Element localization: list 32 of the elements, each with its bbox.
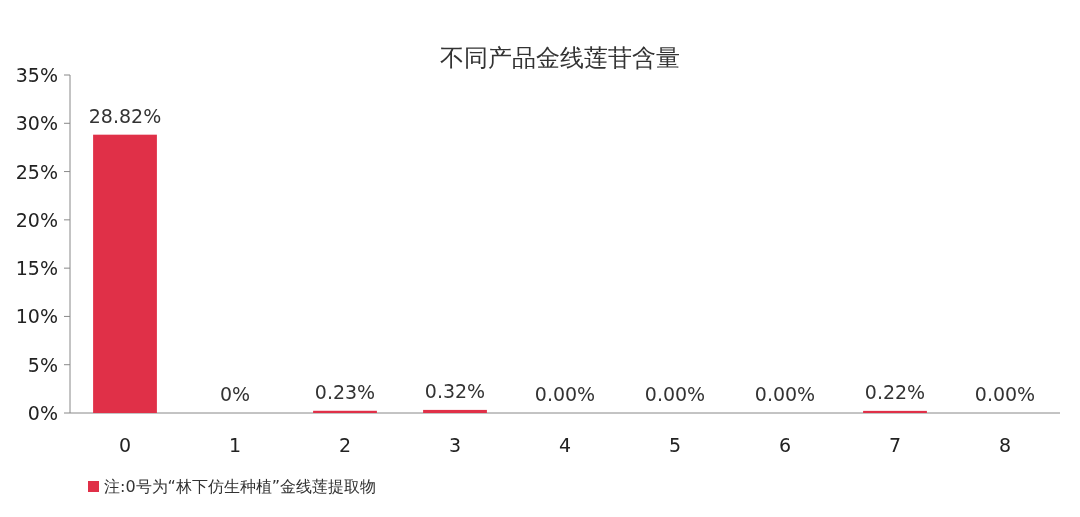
x-tick-label: 3 (448, 434, 462, 456)
y-tick-label: 30% (15, 112, 58, 135)
bar (423, 409, 487, 413)
bar (313, 410, 377, 413)
y-tick-label: 15% (15, 257, 58, 280)
data-label: 28.82% (88, 104, 162, 127)
data-label: 0.32% (424, 379, 486, 402)
x-tick-label: 2 (338, 434, 352, 456)
chart-title: 不同产品金线莲苷含量 (440, 44, 680, 72)
legend-label: 注:0号为“林下仿生种植”金线莲提取物 (104, 477, 377, 496)
data-label: 0.22% (864, 380, 926, 403)
y-tick-label: 35% (15, 64, 58, 86)
data-label: 0.23% (314, 380, 376, 403)
y-tick-label: 10% (15, 305, 58, 328)
data-label: 0.00% (534, 383, 596, 405)
data-label: 0.00% (644, 383, 706, 405)
y-tick-label: 5% (27, 353, 58, 376)
x-tick-label: 1 (228, 434, 242, 456)
y-tick-label: 25% (15, 160, 58, 183)
x-tick-label: 7 (888, 434, 902, 456)
data-label: 0.00% (754, 383, 816, 405)
x-tick-label: 0 (118, 434, 132, 456)
x-tick-label: 4 (558, 434, 572, 456)
y-tick-label: 20% (15, 208, 58, 231)
y-tick-label: 0% (27, 402, 58, 424)
data-label: 0.00% (974, 383, 1036, 405)
x-tick-label: 5 (668, 434, 682, 456)
bar (863, 410, 927, 413)
x-tick-label: 6 (778, 434, 792, 456)
data-label: 0% (219, 383, 251, 405)
bar (93, 134, 157, 413)
x-tick-label: 8 (998, 434, 1012, 456)
